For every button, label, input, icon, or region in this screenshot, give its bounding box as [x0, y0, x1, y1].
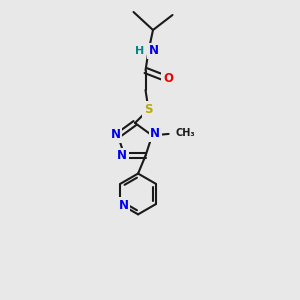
Text: O: O: [163, 72, 173, 85]
Text: N: N: [150, 128, 160, 140]
Text: N: N: [110, 128, 121, 141]
Text: CH₃: CH₃: [175, 128, 195, 138]
Text: N: N: [118, 199, 128, 212]
Text: N: N: [149, 44, 159, 58]
Text: H: H: [136, 46, 145, 56]
Text: S: S: [144, 103, 153, 116]
Text: N: N: [117, 149, 127, 162]
